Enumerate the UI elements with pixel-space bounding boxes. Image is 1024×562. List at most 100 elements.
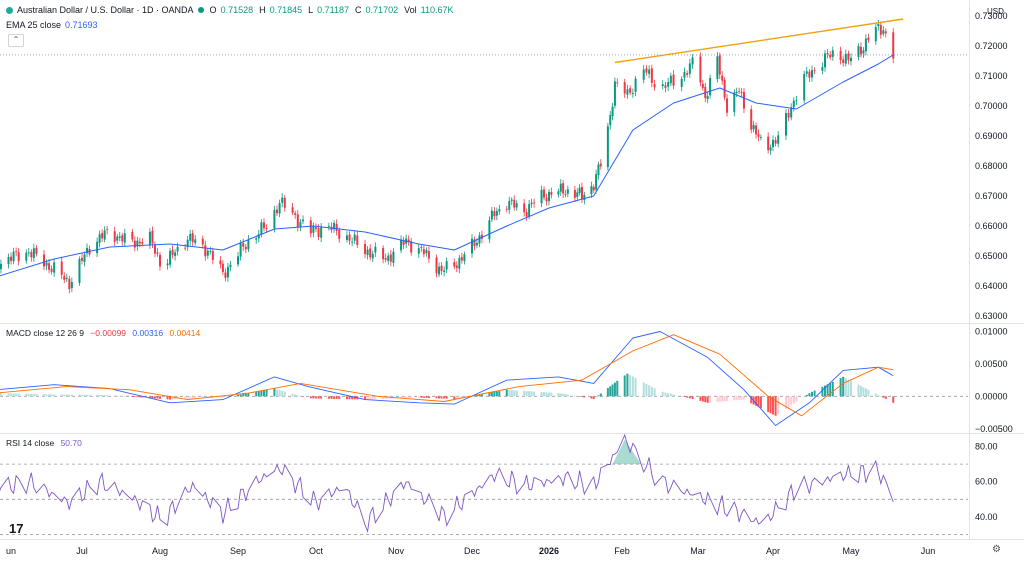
macd-histogram-bar — [312, 396, 315, 399]
candle-body — [592, 186, 595, 191]
macd-histogram-bar — [88, 394, 91, 397]
candle-body — [382, 247, 385, 260]
grid-layer — [0, 0, 1024, 540]
candle-body — [645, 68, 648, 73]
symbol-title[interactable]: Australian Dollar / U.S. Dollar · 1D · O… — [17, 5, 194, 15]
macd-legend[interactable]: MACD close 12 26 9 −0.00099 0.00316 0.00… — [6, 328, 200, 338]
macd-histogram-bar — [578, 396, 581, 397]
candle-body — [683, 72, 686, 78]
macd-histogram-bar — [443, 396, 446, 399]
candle-body — [315, 227, 317, 229]
macd-histogram-bar — [63, 394, 66, 397]
macd-histogram-bar — [330, 396, 333, 399]
candle-body — [364, 243, 367, 255]
macd-histogram-bar — [315, 396, 317, 399]
candle-body — [757, 133, 760, 137]
macd-histogram-bar — [648, 385, 651, 397]
candle-body — [440, 265, 443, 271]
candle-body — [113, 231, 116, 242]
tradingview-logo[interactable]: 17 — [9, 521, 24, 536]
macd-histogram-bar — [805, 394, 808, 397]
rsi-tick-label: 60.00 — [975, 477, 998, 487]
candle-body — [721, 75, 724, 81]
candle-body — [699, 56, 702, 83]
macd-histogram-bar — [138, 396, 141, 398]
candle-body — [151, 230, 154, 244]
macd-histogram-bar — [263, 390, 265, 397]
macd-histogram-bar — [573, 395, 576, 397]
macd-histogram-bar — [194, 396, 197, 399]
candle-body — [389, 254, 392, 262]
candle-body — [174, 252, 177, 257]
time-tick-label: Apr — [766, 546, 780, 556]
macd-histogram-bar — [7, 393, 10, 397]
settings-gear-icon[interactable]: ⚙ — [992, 544, 1001, 555]
macd-histogram-bar — [121, 395, 124, 397]
macd-histogram-bar — [631, 376, 634, 397]
macd-histogram-bar — [384, 396, 387, 399]
rsi-pane — [0, 433, 968, 535]
candle-body — [490, 210, 493, 220]
candle-body — [613, 81, 616, 106]
macd-histogram-bar — [166, 396, 169, 400]
macd-histogram-bar — [821, 386, 824, 397]
rsi-tick-label: 40.00 — [975, 512, 998, 522]
ema-25-line — [0, 54, 894, 277]
ema-legend[interactable]: EMA 25 close 0.71693 — [6, 20, 98, 30]
macd-histogram-bar — [803, 396, 806, 397]
macd-histogram-bar — [219, 396, 222, 398]
macd-histogram-bar — [874, 393, 877, 397]
macd-value: 0.00316 — [132, 328, 164, 338]
candle-body — [265, 228, 268, 229]
candle-body — [70, 281, 73, 289]
macd-histogram-bar — [101, 394, 104, 397]
candle-body — [790, 107, 793, 118]
macd-histogram-bar — [513, 390, 516, 397]
macd-histogram-bar — [70, 394, 73, 397]
macd-histogram-bar — [590, 396, 593, 399]
rsi-legend[interactable]: RSI 14 close 50.70 — [6, 438, 82, 448]
candle-body — [422, 249, 425, 255]
macd-histogram-bar — [750, 396, 753, 404]
macd-histogram-bar — [0, 393, 2, 397]
macd-histogram-bar — [148, 396, 151, 399]
candle-body — [530, 202, 533, 205]
macd-histogram-bar — [68, 394, 71, 397]
candle-body — [410, 241, 413, 253]
candle-body — [209, 251, 212, 253]
macd-histogram-bar — [348, 396, 351, 400]
macd-histogram-bar — [609, 386, 612, 397]
candle-body — [345, 235, 348, 240]
macd-histogram-bar — [721, 396, 724, 402]
rsi-label: RSI 14 close — [6, 438, 55, 448]
rsi-value: 50.70 — [60, 438, 82, 448]
macd-histogram-bar — [557, 393, 560, 397]
macd-histogram-bar — [50, 394, 53, 397]
candle-body — [189, 234, 192, 241]
candle-body — [121, 235, 124, 242]
candle-body — [528, 204, 531, 217]
macd-histogram-bar — [369, 396, 372, 400]
candle-body — [755, 125, 758, 135]
candle-body — [278, 203, 281, 214]
candle-body — [808, 71, 811, 78]
candle-body — [826, 53, 829, 55]
macd-histogram-bar — [35, 393, 38, 397]
macd-histogram-bar — [317, 396, 320, 399]
candle-body — [35, 247, 38, 254]
candle-body — [327, 225, 330, 227]
macd-histogram-bar — [420, 396, 423, 398]
market-status-icon — [197, 7, 204, 13]
macd-histogram-bar — [515, 390, 518, 397]
macd-histogram-bar — [672, 394, 675, 397]
collapse-legend-button[interactable]: ⌃ — [8, 34, 24, 47]
macd-histogram-bar — [583, 396, 586, 398]
macd-histogram-bar — [103, 394, 106, 397]
macd-histogram-bar — [490, 392, 493, 397]
macd-histogram-bar — [653, 388, 656, 397]
macd-histogram-bar — [683, 396, 686, 397]
candle-body — [726, 98, 729, 113]
macd-histogram-bar — [595, 396, 598, 398]
macd-histogram-bar — [299, 396, 302, 397]
